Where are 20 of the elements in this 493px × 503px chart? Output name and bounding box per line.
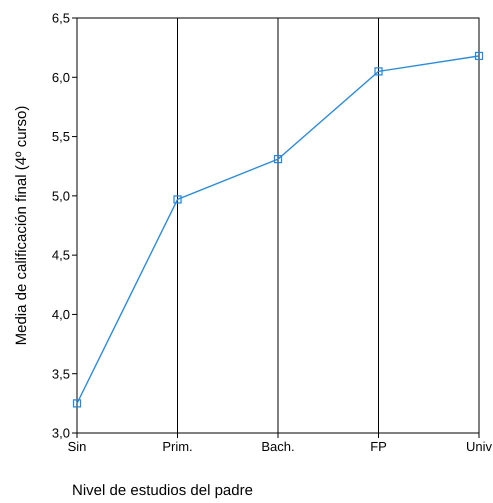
point (274, 155, 282, 164)
y-tick-label: 6,5 (52, 10, 70, 26)
point (474, 52, 484, 60)
y-tick-label: 3,0 (52, 426, 70, 441)
y-tick-label: 3,5 (52, 366, 70, 382)
point (173, 195, 182, 204)
y-tick-label: 4,5 (52, 248, 70, 263)
x-axis-title: Nivel de estudios del padre (72, 482, 253, 499)
x-tick-label: FP (370, 439, 387, 454)
y-tick-label: 6,0 (52, 70, 70, 85)
y-tick-label: 5,0 (52, 188, 70, 204)
x-tick-label: Univ (466, 439, 492, 454)
x-tick-label: Sin (68, 439, 86, 454)
point (72, 399, 82, 408)
x-tick-label: Prim. (162, 439, 193, 454)
x-tick-label: Bach. (261, 439, 295, 454)
y-tick-label: 5,5 (52, 129, 70, 144)
y-tick-label: 4,0 (52, 306, 70, 322)
point (374, 67, 383, 76)
y-axis-title: Media de calificación final (4º curso) (13, 106, 30, 346)
